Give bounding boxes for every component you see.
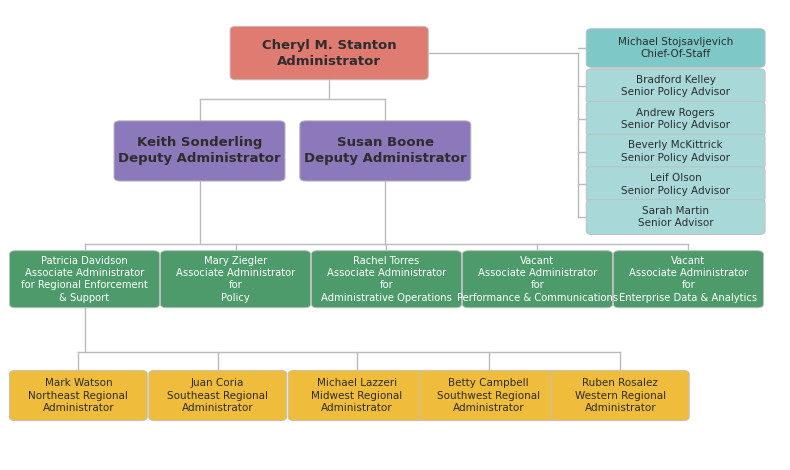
Text: Bradford Kelley
Senior Policy Advisor: Bradford Kelley Senior Policy Advisor [621,75,730,97]
FancyBboxPatch shape [9,251,160,308]
FancyBboxPatch shape [586,200,765,235]
Text: Beverly McKittrick
Senior Policy Advisor: Beverly McKittrick Senior Policy Advisor [621,141,730,163]
FancyBboxPatch shape [586,102,765,136]
Text: Betty Campbell
Southwest Regional
Administrator: Betty Campbell Southwest Regional Admini… [437,378,540,413]
Text: Sarah Martin
Senior Advisor: Sarah Martin Senior Advisor [638,206,713,228]
FancyBboxPatch shape [299,121,471,181]
FancyBboxPatch shape [160,251,310,308]
Text: Mary Ziegler
Associate Administrator
for
Policy: Mary Ziegler Associate Administrator for… [176,256,295,303]
Text: Cheryl M. Stanton
Administrator: Cheryl M. Stanton Administrator [261,39,397,68]
Text: Mark Watson
Northeast Regional
Administrator: Mark Watson Northeast Regional Administr… [28,378,128,413]
FancyBboxPatch shape [9,370,147,421]
Text: Keith Sonderling
Deputy Administrator: Keith Sonderling Deputy Administrator [118,136,280,165]
FancyBboxPatch shape [586,167,765,202]
FancyBboxPatch shape [586,69,765,104]
Text: Juan Coria
Southeast Regional
Administrator: Juan Coria Southeast Regional Administra… [167,378,269,413]
FancyBboxPatch shape [462,251,612,308]
Text: Rachel Torres
Associate Administrator
for
Administrative Operations: Rachel Torres Associate Administrator fo… [321,256,452,303]
Text: Michael Lazzeri
Midwest Regional
Administrator: Michael Lazzeri Midwest Regional Adminis… [311,378,403,413]
FancyBboxPatch shape [586,29,765,67]
Text: Susan Boone
Deputy Administrator: Susan Boone Deputy Administrator [304,136,467,165]
Text: Vacant
Associate Administrator
for
Performance & Communications: Vacant Associate Administrator for Perfo… [457,256,618,303]
Text: Leif Olson
Senior Policy Advisor: Leif Olson Senior Policy Advisor [621,173,730,196]
FancyBboxPatch shape [114,121,285,181]
FancyBboxPatch shape [419,370,558,421]
FancyBboxPatch shape [149,370,287,421]
FancyBboxPatch shape [311,251,461,308]
Text: Michael Stojsavljevich
Chief-Of-Staff: Michael Stojsavljevich Chief-Of-Staff [618,37,733,59]
FancyBboxPatch shape [288,370,426,421]
FancyBboxPatch shape [551,370,689,421]
Text: Ruben Rosalez
Western Regional
Administrator: Ruben Rosalez Western Regional Administr… [575,378,666,413]
FancyBboxPatch shape [613,251,763,308]
Text: Andrew Rogers
Senior Policy Advisor: Andrew Rogers Senior Policy Advisor [621,108,730,130]
FancyBboxPatch shape [586,134,765,169]
Text: Patricia Davidson
Associate Administrator
for Regional Enforcement
& Support: Patricia Davidson Associate Administrato… [21,256,148,303]
FancyBboxPatch shape [230,26,428,80]
Text: Vacant
Associate Administrator
for
Enterprise Data & Analytics: Vacant Associate Administrator for Enter… [619,256,758,303]
